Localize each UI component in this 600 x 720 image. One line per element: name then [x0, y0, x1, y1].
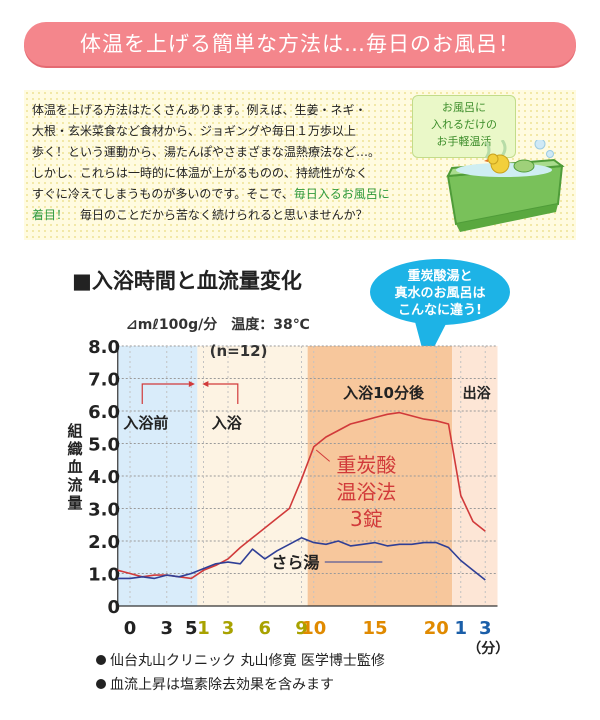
intro-highlight: 毎日入るお風呂に — [293, 187, 390, 201]
callout-line: 重炭酸湯と — [407, 269, 473, 284]
y-tick-label: 5.0 — [88, 435, 120, 456]
x-tick-label: 3 — [222, 618, 235, 639]
y-tick-label: 6.0 — [88, 402, 120, 423]
arrow-head — [188, 381, 195, 387]
x-tick-label: 20 — [424, 618, 449, 639]
x-tick-label: 10 — [301, 618, 326, 639]
carbonate-leader — [315, 449, 330, 462]
x-tick-label: 15 — [362, 618, 387, 639]
callout-line: 真水のお風呂は — [394, 286, 486, 301]
footnote-supervision: 仙台丸山クリニック 丸山修寛 医学博士監修 — [96, 650, 385, 670]
x-unit-label: （分） — [467, 641, 509, 657]
bullet-icon — [96, 679, 106, 689]
y-tick-label: 3.0 — [88, 500, 120, 521]
y-axis-label: 組織血流量 — [67, 422, 83, 512]
unit-temperature-line: ⊿mℓ100g/分 温度：38℃ — [126, 317, 310, 333]
y-tick-label: 7.0 — [88, 370, 120, 391]
sample-size-label: (n=12) — [210, 342, 268, 360]
y-tick-label: 8.0 — [88, 337, 120, 358]
x-tick-label: 3 — [479, 618, 492, 639]
intro-line: 体温を上げる方法はたくさんあります。例えば、生姜・ネギ・ — [32, 103, 367, 117]
y-tick-label: 2.0 — [88, 532, 120, 553]
y-tick-label: 1.0 — [88, 565, 120, 586]
phase-label-before: 入浴前 — [123, 414, 168, 432]
intro-highlight: 着目！ — [32, 208, 69, 222]
bath-bubble: お風呂に 入れるだけの お手軽温活 — [412, 95, 516, 158]
bubble-line: お手軽温活 — [436, 135, 492, 148]
bracket-arrow-during — [208, 383, 239, 404]
callout-text: 重炭酸湯と 真水のお風呂は こんなに違う! — [372, 268, 508, 319]
series-label-water: さら湯 — [271, 553, 319, 572]
x-tick-label: 5 — [185, 618, 198, 639]
bullet-icon — [96, 655, 106, 665]
phase-label-after10: 入浴10分後 — [343, 384, 425, 402]
x-tick-label: 3 — [160, 618, 173, 639]
y-tick-label: 4.0 — [88, 467, 120, 488]
series-line-water — [117, 536, 486, 581]
footnote-text: 仙台丸山クリニック 丸山修寛 医学博士監修 — [110, 653, 385, 669]
x-tick-label: 1 — [454, 618, 467, 639]
arrow-head — [202, 381, 209, 387]
series-label-carbonate: 3錠 — [350, 507, 383, 531]
page-banner: 体温を上げる簡単な方法は…毎日のお風呂！ — [24, 22, 576, 66]
intro-line: 着目！ 毎日のことだから苦なく続けられると思いませんか？ — [32, 208, 368, 222]
series-label-carbonate: 重炭酸 — [336, 453, 396, 477]
footnote-text: 血流上昇は塩素除去効果を含みます — [110, 677, 334, 693]
intro-line: 大根・玄米菜食など食材から、ジョギングや毎日１万歩以上 — [32, 124, 357, 138]
phase-label-exit: 出浴 — [463, 385, 492, 402]
x-tick-label: 0 — [124, 618, 137, 639]
series-label-carbonate: 温浴法 — [336, 480, 396, 504]
intro-line: すぐに冷えてしまうものが多いのです。そこで、毎日入るお風呂に — [32, 187, 390, 201]
x-tick-label: 9 — [295, 618, 308, 639]
phase-label-during: 入浴 — [212, 414, 243, 432]
footnote-chlorine: 血流上昇は塩素除去効果を含みます — [96, 674, 334, 694]
bubble-line: お風呂に — [442, 101, 486, 114]
intro-text: 体温を上げる方法はたくさんあります。例えば、生姜・ネギ・ 大根・玄米菜食など食材… — [32, 100, 432, 226]
callout-line: こんなに違う! — [398, 303, 482, 318]
x-tick-label: 6 — [258, 618, 271, 639]
x-tick-label: 1 — [197, 618, 210, 639]
bathtub-illustration — [446, 140, 565, 232]
bubble-line: 入れるだけの — [431, 118, 497, 131]
chart-heading: ■入浴時間と血流量変化 — [72, 269, 302, 293]
intro-line: しかし、これらは一時的に体温が上がるものの、持続性がなく — [32, 166, 369, 180]
y-tick-label: 0 — [107, 597, 120, 618]
bracket-arrow-before — [141, 383, 189, 404]
callout-bubble — [370, 259, 510, 363]
intro-line: 歩く！という運動から、湯たんぽやさまざまな温熱療法など…。 — [32, 145, 381, 159]
